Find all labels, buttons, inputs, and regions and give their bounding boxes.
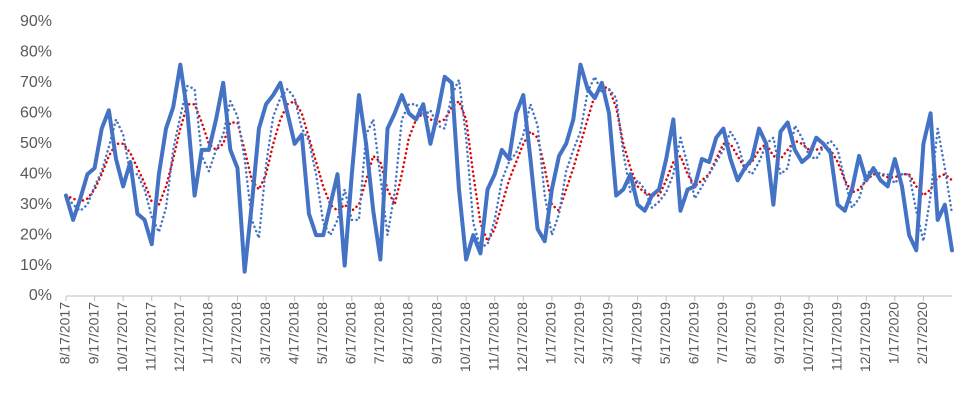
x-tick-label: 12/17/2018 [514,302,530,372]
x-tick-label: 5/17/2018 [314,302,330,364]
x-tick-label: 7/17/2018 [371,302,387,364]
x-tick-label: 8/17/2017 [57,302,73,364]
x-tick-label: 3/17/2018 [257,302,273,364]
x-tick-label: 11/17/2017 [142,302,158,371]
x-tick-label: 12/17/2019 [857,302,873,372]
x-tick-label: 8/17/2018 [400,302,416,364]
y-tick-label: 0% [29,287,52,304]
x-tick-label: 10/17/2018 [457,302,473,372]
x-tick-label: 11/17/2018 [485,302,501,371]
x-tick-label: 4/17/2019 [628,302,644,364]
x-tick-label: 6/17/2018 [343,302,359,364]
x-tick-label: 3/17/2019 [600,302,616,364]
x-tick-label: 10/17/2019 [800,302,816,372]
y-tick-label: 20% [20,226,52,243]
y-tick-label: 70% [20,74,52,91]
x-tick-label: 7/17/2019 [714,302,730,364]
y-tick-label: 30% [20,196,52,213]
x-tick-label: 12/17/2017 [171,302,187,372]
x-tick-label: 6/17/2019 [685,302,701,364]
y-tick-label: 40% [20,165,52,182]
y-tick-label: 90% [20,13,52,30]
y-tick-label: 60% [20,105,52,122]
x-tick-label: 1/17/2020 [886,302,902,364]
x-tick-label: 4/17/2018 [285,302,301,364]
y-tick-label: 50% [20,135,52,152]
x-tick-label: 1/17/2018 [200,302,216,364]
series-line [64,84,954,243]
y-tick-label: 10% [20,257,52,274]
x-tick-label: 5/17/2019 [657,302,673,364]
x-tick-label: 10/17/2017 [114,302,130,372]
x-tick-label: 9/17/2018 [428,302,444,364]
x-tick-label: 9/17/2019 [771,302,787,364]
x-tick-label: 2/17/2020 [914,302,930,364]
x-tick-label: 2/17/2019 [571,302,587,364]
x-tick-label: 1/17/2019 [543,302,559,364]
x-tick-label: 8/17/2019 [743,302,759,364]
series-line [64,75,954,249]
series-line [64,62,954,274]
x-tick-label: 9/17/2017 [85,302,101,364]
y-tick-label: 80% [20,44,52,61]
x-tick-label: 11/17/2019 [828,302,844,371]
x-tick-label: 2/17/2018 [228,302,244,364]
